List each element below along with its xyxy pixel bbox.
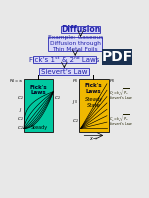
Text: $C_1^s\!=k_s\!\sqrt{P_0}$: $C_1^s\!=k_s\!\sqrt{P_0}$	[109, 88, 129, 98]
Bar	[79, 79, 108, 131]
Text: $P_0$: $P_0$	[109, 77, 116, 85]
Text: PDF: PDF	[101, 50, 133, 64]
Text: Sievert's Law: Sievert's Law	[109, 122, 132, 126]
Text: $C_2$: $C_2$	[54, 95, 61, 102]
Bar	[24, 79, 53, 131]
Text: Steady
State: Steady State	[85, 97, 103, 108]
Text: $C_2$: $C_2$	[17, 124, 23, 131]
Text: $P_0$: $P_0$	[72, 77, 78, 85]
FancyBboxPatch shape	[48, 37, 102, 51]
Text: $C_2\!=k_s\!\sqrt{P_0}$: $C_2\!=k_s\!\sqrt{P_0}$	[109, 114, 129, 124]
Text: Sievert's Law: Sievert's Law	[109, 96, 132, 100]
Text: Steady: Steady	[30, 125, 47, 130]
Text: $C_2$: $C_2$	[17, 95, 23, 102]
Text: Fick's
Laws: Fick's Laws	[85, 83, 103, 94]
Text: Fick's
Laws: Fick's Laws	[30, 85, 48, 95]
Text: Sievert’s Law: Sievert’s Law	[41, 69, 87, 75]
FancyBboxPatch shape	[61, 26, 100, 33]
Text: $P_A=\infty$: $P_A=\infty$	[9, 77, 23, 85]
Text: $x\rightarrow$: $x\rightarrow$	[89, 135, 99, 142]
Text: Fick’s 1ˢᵗ & 2ⁿᵈ Laws: Fick’s 1ˢᵗ & 2ⁿᵈ Laws	[29, 57, 100, 63]
Text: $C_2$: $C_2$	[72, 118, 78, 125]
Text: $J_0$: $J_0$	[73, 98, 78, 106]
FancyBboxPatch shape	[39, 69, 89, 75]
FancyBboxPatch shape	[33, 56, 96, 63]
Text: $C_2$: $C_2$	[17, 115, 23, 123]
Bar	[38, 75, 39, 80]
Text: $J$: $J$	[19, 106, 23, 114]
Text: Example: Gaseous
Diffusion through
Thin Metal Foils: Example: Gaseous Diffusion through Thin …	[48, 35, 103, 52]
FancyBboxPatch shape	[102, 49, 132, 65]
Bar	[93, 75, 94, 80]
Text: Diffusion: Diffusion	[61, 25, 100, 34]
